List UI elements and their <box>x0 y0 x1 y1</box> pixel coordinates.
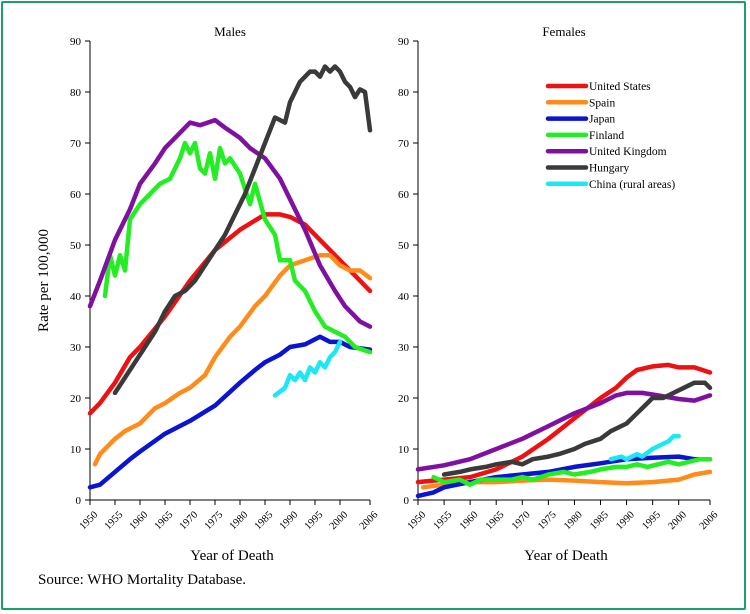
males-y-tick-label: 50 <box>70 240 82 252</box>
legend-label-japan: Japan <box>589 114 615 126</box>
males-x-tick-label: 1955 <box>103 510 126 533</box>
females-series-hungary <box>441 380 713 477</box>
females-chart-title: Females <box>542 24 585 39</box>
females-x-tick-label: 1955 <box>432 510 455 533</box>
males-x-tick-label: 1975 <box>203 510 226 533</box>
males-series-japan <box>87 334 373 490</box>
males-y-tick-label: 0 <box>76 495 82 507</box>
females-x-axis-label: Year of Death <box>524 548 608 564</box>
legend <box>545 83 589 187</box>
males-x-tick-label: 1980 <box>228 510 251 533</box>
females-x-tick-label: 1950 <box>406 510 429 533</box>
females-x-tick-label: 2000 <box>666 510 689 533</box>
females-x-tick-label: 2006 <box>698 510 721 533</box>
females-y-tick-label: 0 <box>404 495 410 507</box>
legend-label-china-rural-areas: China (rural areas) <box>589 179 675 191</box>
males-x-tick-label: 1960 <box>128 510 151 533</box>
females-y-tick-label: 40 <box>398 291 410 303</box>
females-y-tick-label: 70 <box>398 138 410 150</box>
males-x-axis-label: Year of Death <box>190 548 274 564</box>
females-series-united-states <box>415 362 713 485</box>
females-y-tick-label: 20 <box>398 393 410 405</box>
males-x-tick-label: 1970 <box>178 510 201 533</box>
males-y-tick-label: 60 <box>70 189 82 201</box>
males-y-axis-label: Rate per 100,000 <box>36 229 52 332</box>
males-series-united-states <box>87 212 373 416</box>
males-panel <box>85 40 373 505</box>
legend-label-finland: Finland <box>589 130 624 142</box>
males-y-tick-label: 30 <box>70 342 82 354</box>
males-x-tick-label: 1995 <box>303 510 326 533</box>
legend-label-united-states: United States <box>589 81 651 93</box>
females-series-finland <box>431 456 713 487</box>
females-series-china-rural-areas <box>608 434 681 462</box>
females-y-tick-label: 90 <box>398 36 410 48</box>
males-series-spain <box>92 252 373 467</box>
females-series-united-kingdom <box>415 390 713 472</box>
females-x-tick-label: 1970 <box>510 510 533 533</box>
females-panel <box>413 40 713 505</box>
females-x-tick-label: 1990 <box>614 510 637 533</box>
males-chart-title: Males <box>214 24 246 39</box>
females-x-tick-label: 1960 <box>458 510 481 533</box>
females-y-tick-label: 10 <box>398 444 410 456</box>
females-x-tick-label: 1985 <box>588 510 611 533</box>
females-x-tick-label: 1965 <box>484 510 507 533</box>
males-x-tick-label: 1985 <box>253 510 276 533</box>
females-series-japan <box>415 454 713 499</box>
males-y-tick-label: 10 <box>70 444 82 456</box>
females-x-tick-label: 1995 <box>640 510 663 533</box>
legend-label-hungary: Hungary <box>589 163 629 175</box>
females-x-tick-label: 1975 <box>536 510 559 533</box>
females-y-tick-label: 60 <box>398 189 410 201</box>
males-x-tick-label: 1950 <box>78 510 101 533</box>
males-series-united-kingdom <box>87 117 373 329</box>
males-x-tick-label: 2000 <box>328 510 351 533</box>
legend-label-spain: Spain <box>589 97 615 109</box>
females-y-tick-label: 80 <box>398 87 410 99</box>
source-note: Source: WHO Mortality Database. <box>38 572 246 588</box>
males-series-hungary <box>112 64 373 396</box>
males-x-tick-label: 1990 <box>278 510 301 533</box>
males-x-tick-label: 1965 <box>153 510 176 533</box>
males-y-tick-label: 70 <box>70 138 82 150</box>
males-y-tick-label: 20 <box>70 393 82 405</box>
males-x-tick-label: 2006 <box>358 510 381 533</box>
legend-label-united-kingdom: United Kingdom <box>589 146 667 158</box>
females-x-tick-label: 1980 <box>562 510 585 533</box>
females-y-tick-label: 30 <box>398 342 410 354</box>
males-series-china-rural-areas <box>272 339 343 398</box>
males-y-tick-label: 80 <box>70 87 82 99</box>
males-series-finland <box>102 140 373 355</box>
females-y-tick-label: 50 <box>398 240 410 252</box>
males-y-tick-label: 40 <box>70 291 82 303</box>
males-y-tick-label: 90 <box>70 36 82 48</box>
